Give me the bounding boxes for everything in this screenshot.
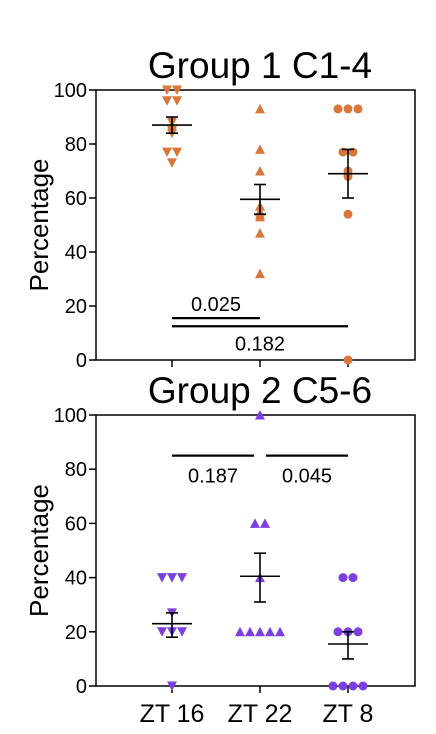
data-point [338, 681, 348, 691]
p-value-label: 0.187 [188, 466, 238, 488]
data-point [157, 627, 167, 637]
data-point [167, 681, 177, 691]
x-tick-label: ZT 22 [228, 700, 293, 728]
chart-panel-2: Group 2 C5-6 0 20 40 60 80 100 Percentage ZT 16 Z… [24, 370, 416, 728]
comparison-1: 0.187 [172, 454, 254, 488]
y-axis-label: Percentage [24, 484, 54, 617]
data-point [162, 147, 172, 158]
y-tick-label: 40 [65, 242, 87, 264]
data-point [255, 268, 265, 279]
data-point [333, 627, 343, 637]
data-point [255, 228, 265, 238]
data-point [167, 573, 177, 583]
chart-title: Group 1 C1-4 [148, 45, 372, 86]
data-point [177, 573, 187, 583]
y-tick-label: 80 [65, 134, 87, 156]
data-point [348, 573, 358, 583]
y-axis-label: Percentage [24, 159, 54, 292]
data-point [358, 681, 368, 691]
y-tick-label: 100 [54, 80, 87, 102]
comparison-2: 0.045 [266, 454, 348, 488]
y-tick-label: 100 [54, 405, 87, 427]
data-point [255, 103, 265, 114]
data-point [343, 209, 353, 219]
chart-title: Group 2 C5-6 [148, 370, 372, 411]
data-point [235, 626, 245, 637]
data-point [157, 573, 167, 583]
series-zt-22 [235, 410, 285, 637]
data-point [177, 627, 187, 637]
series-zt-16 [152, 573, 192, 691]
x-tick-label: ZT 16 [140, 700, 205, 728]
y-tick-label: 40 [65, 568, 87, 590]
y-tick-label: 60 [65, 513, 87, 535]
data-point [255, 144, 265, 154]
data-point [172, 96, 182, 106]
series-zt-22 [240, 103, 280, 279]
p-value-label: 0.045 [282, 466, 332, 488]
data-point [260, 518, 270, 528]
data-point [250, 518, 260, 528]
data-point [333, 104, 343, 114]
data-point [245, 626, 255, 637]
comparison-1: 0.025 [172, 294, 260, 320]
data-point [172, 85, 182, 95]
data-point [167, 158, 177, 168]
comparison-2: 0.182 [172, 325, 348, 355]
data-point [255, 410, 265, 420]
data-point [255, 166, 265, 176]
series-zt-16 [152, 85, 192, 168]
data-point [343, 104, 353, 114]
p-value-label: 0.025 [191, 294, 241, 316]
data-point [343, 355, 353, 365]
data-point [255, 626, 265, 637]
y-tick-label: 0 [76, 350, 87, 372]
data-point [353, 104, 363, 114]
y-tick-label: 20 [65, 622, 87, 644]
data-point [353, 627, 363, 637]
p-value-label: 0.182 [235, 333, 285, 355]
x-tick-label: ZT 8 [323, 700, 374, 728]
data-point [348, 681, 358, 691]
y-tick-label: 20 [65, 296, 87, 318]
y-tick-label: 60 [65, 188, 87, 210]
data-point [162, 85, 172, 95]
data-point [255, 211, 265, 222]
data-point [265, 626, 275, 637]
plot-frame [95, 89, 416, 361]
data-point [162, 96, 172, 106]
plot-frame [95, 414, 416, 687]
data-point [328, 681, 338, 691]
data-point [275, 626, 285, 637]
chart-panel-1: Group 1 C1-4 0 20 40 60 80 100 Percentage 0.025 0… [24, 45, 416, 372]
data-point [172, 147, 182, 158]
y-tick-label: 0 [76, 676, 87, 698]
series-zt-8 [328, 104, 368, 365]
series-zt-8 [328, 573, 368, 691]
data-point [338, 573, 348, 583]
y-tick-label: 80 [65, 459, 87, 481]
